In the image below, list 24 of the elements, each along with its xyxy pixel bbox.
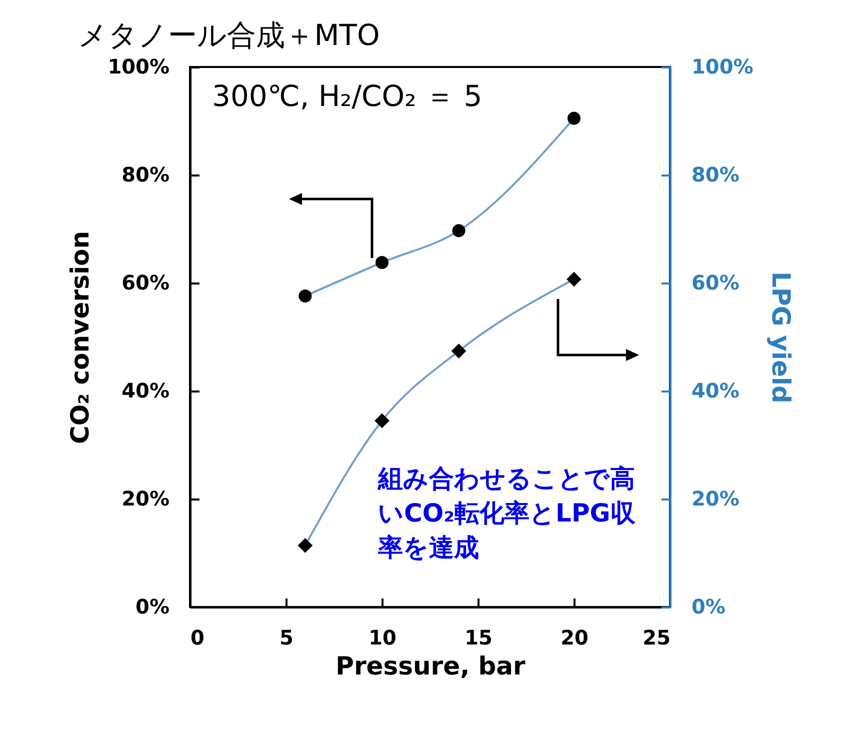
- x-axis-title: Pressure, bar: [336, 652, 526, 680]
- y2-axis-title: LPG yield: [766, 272, 796, 404]
- y-tick-label: 80%: [122, 162, 170, 186]
- y-tick-label: 60%: [122, 270, 170, 294]
- y2-tick-label: 100%: [692, 54, 754, 78]
- annotation: 300℃, H₂/CO₂ ＝ 5: [212, 79, 482, 113]
- x-tick-label: 10: [368, 626, 396, 650]
- x-tick-label: 25: [642, 626, 670, 650]
- x-tick-label: 5: [280, 626, 294, 650]
- y-tick-label: 20%: [122, 486, 170, 510]
- y2-tick-label: 0%: [692, 594, 726, 618]
- y2-tick-label: 60%: [692, 270, 740, 294]
- chart-title: メタノール合成＋MTO: [78, 18, 380, 52]
- annotation: 組み合わせることで高いCO₂転化率とLPG収率を達成: [377, 464, 636, 562]
- y-axis-title: CO₂ conversion: [66, 230, 95, 444]
- y2-tick-label: 80%: [692, 162, 740, 186]
- x-tick-label: 20: [560, 626, 588, 650]
- y2-tick-label: 40%: [692, 378, 740, 402]
- y2-tick-label: 20%: [692, 486, 740, 510]
- y-tick-label: 40%: [122, 378, 170, 402]
- y-tick-label: 100%: [108, 54, 170, 78]
- x-tick-label: 15: [464, 626, 492, 650]
- x-tick-label: 0: [190, 626, 204, 650]
- y-tick-label: 0%: [136, 594, 170, 618]
